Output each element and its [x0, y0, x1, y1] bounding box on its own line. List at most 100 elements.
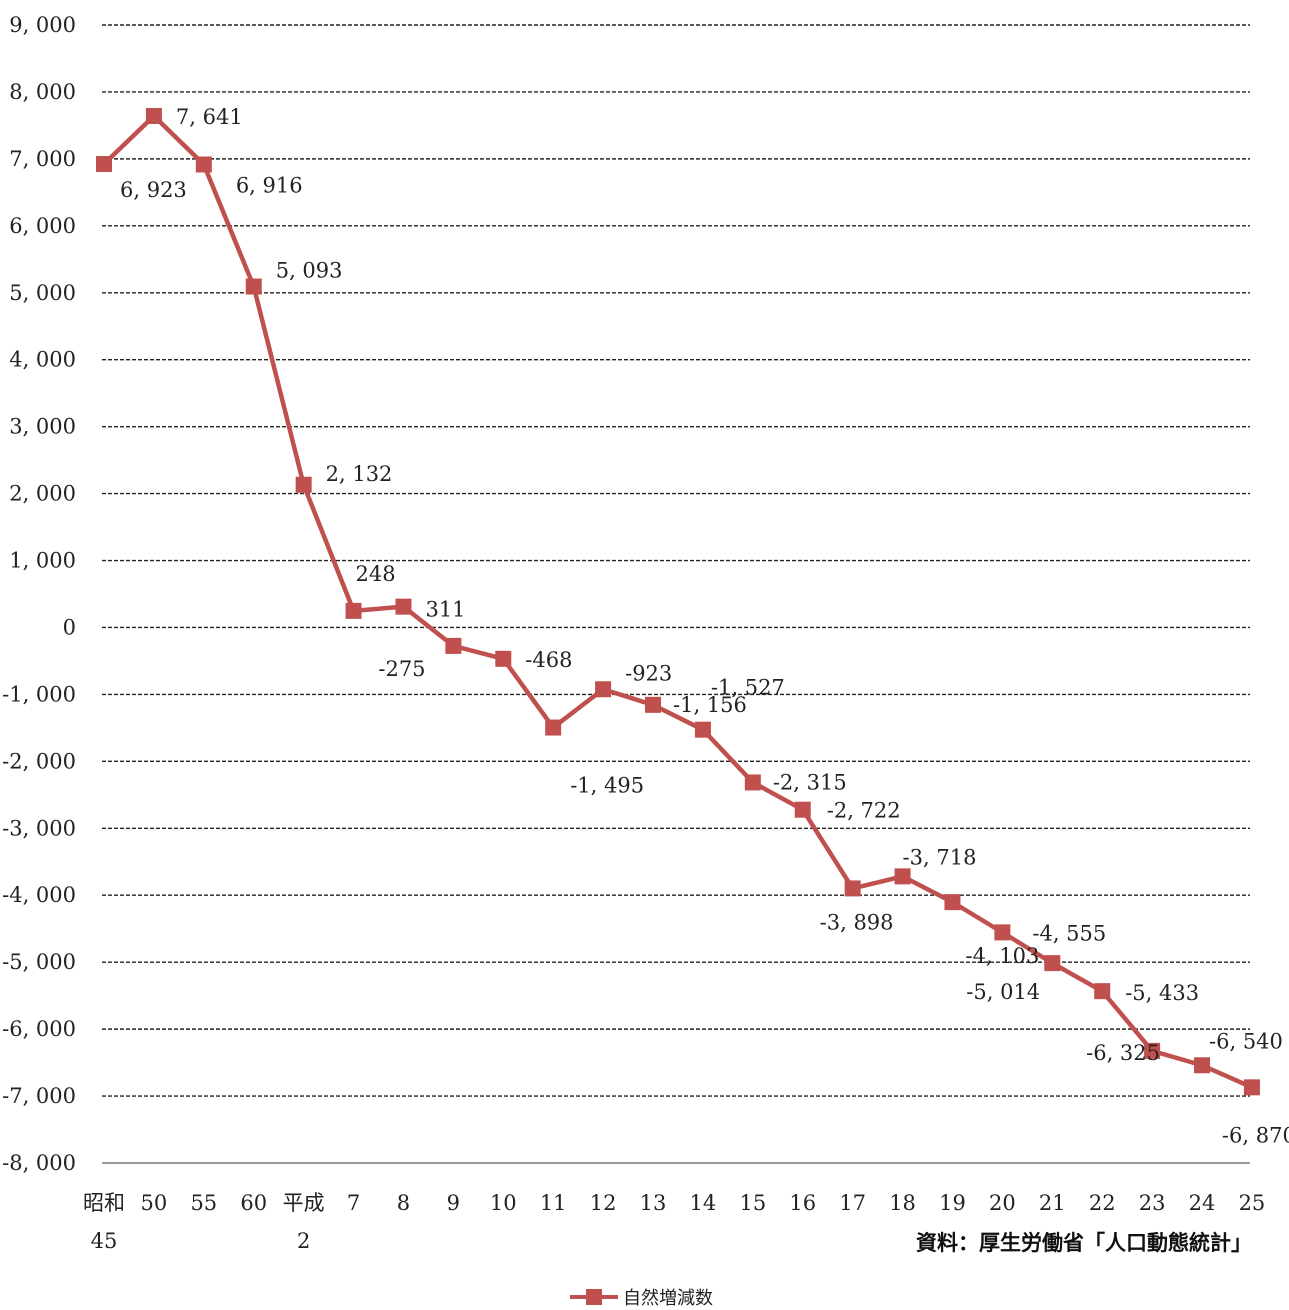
- x-tick-label: 21: [1039, 1191, 1066, 1215]
- x-tick-label: 45: [91, 1229, 118, 1253]
- y-tick-label: -2, 000: [2, 749, 76, 773]
- x-tick-label: 9: [447, 1191, 460, 1215]
- y-tick-label: -1, 000: [2, 682, 76, 706]
- y-tick-label: 2, 000: [9, 482, 76, 506]
- x-tick-label: 10: [490, 1191, 517, 1215]
- data-label: -1, 156: [673, 693, 747, 717]
- x-tick-label: 24: [1189, 1191, 1216, 1215]
- data-label: 6, 916: [236, 174, 303, 198]
- data-label: 7, 641: [176, 105, 243, 129]
- data-label: -2, 722: [827, 799, 901, 823]
- x-tick-label: 17: [839, 1191, 866, 1215]
- y-tick-label: -7, 000: [2, 1084, 76, 1108]
- x-tick-label: 7: [347, 1191, 360, 1215]
- data-label: 2, 132: [326, 462, 393, 486]
- data-label: -2, 315: [773, 770, 847, 794]
- x-tick-label: 60: [240, 1191, 267, 1215]
- x-tick-label: 13: [640, 1191, 667, 1215]
- data-point-marker: [195, 156, 212, 173]
- data-point-marker: [844, 880, 861, 897]
- data-label: 5, 093: [276, 259, 343, 283]
- data-point-marker: [1243, 1079, 1260, 1096]
- x-tick-label: 14: [690, 1191, 717, 1215]
- data-point-marker: [545, 719, 562, 736]
- y-tick-label: 6, 000: [9, 214, 76, 238]
- y-tick-label: 3, 000: [9, 415, 76, 439]
- x-tick-label: 平成: [283, 1191, 325, 1215]
- y-tick-label: -8, 000: [2, 1151, 76, 1175]
- data-point-marker: [595, 681, 612, 698]
- x-tick-label: 19: [939, 1191, 966, 1215]
- y-tick-label: 1, 000: [9, 549, 76, 573]
- source-note: 資料：厚生労働省「人口動態統計」: [916, 1231, 1252, 1255]
- data-point-marker: [1144, 1042, 1161, 1059]
- x-tick-label: 16: [789, 1191, 816, 1215]
- data-label: -6, 540: [1209, 1029, 1283, 1053]
- data-point-marker: [295, 476, 312, 493]
- data-label: 248: [356, 562, 396, 586]
- data-point-marker: [894, 868, 911, 885]
- data-label: -5, 014: [966, 980, 1040, 1004]
- x-tick-label: 50: [141, 1191, 168, 1215]
- legend-marker-swatch: [586, 1289, 602, 1305]
- y-tick-label: -6, 000: [2, 1017, 76, 1041]
- data-point-marker: [794, 801, 811, 818]
- data-label: 311: [425, 598, 465, 622]
- x-tick-label: 20: [989, 1191, 1016, 1215]
- x-tick-label: 2: [297, 1229, 310, 1253]
- y-tick-label: 5, 000: [9, 281, 76, 305]
- x-tick-label: 23: [1139, 1191, 1166, 1215]
- data-point-marker: [994, 924, 1011, 941]
- data-point-marker: [944, 894, 961, 911]
- data-label: -4, 555: [1032, 921, 1106, 945]
- x-tick-label: 25: [1239, 1191, 1266, 1215]
- data-labels: 6, 923 7, 641 6, 916 5, 093 2, 132 248 311 -275…: [120, 105, 1289, 1147]
- y-axis: 9, 000 8, 000 7, 000 6, 000 5, 000 4, 000 3, 0…: [2, 13, 76, 1175]
- data-label: -923: [625, 661, 672, 685]
- data-label: -275: [378, 657, 425, 681]
- x-tick-label: 昭和: [83, 1191, 125, 1215]
- data-point-marker: [245, 278, 262, 295]
- data-label: -4, 103: [965, 944, 1039, 968]
- y-tick-label: 0: [63, 615, 76, 639]
- data-point-marker: [345, 602, 362, 619]
- data-point-marker: [694, 721, 711, 738]
- data-point-marker: [495, 650, 512, 667]
- series-line: [102, 113, 1253, 1090]
- data-point-marker: [1044, 955, 1061, 972]
- y-tick-label: 9, 000: [9, 13, 76, 37]
- x-tick-label: 18: [889, 1191, 916, 1215]
- y-tick-label: 4, 000: [9, 348, 76, 372]
- data-point-marker: [445, 637, 462, 654]
- x-axis: 昭和 45 50 55 60 平成 2 7 8 9 10 11 12 13 14 15 16 17 18 19 20 21…: [83, 1162, 1266, 1253]
- series-natural-change: [96, 107, 1260, 1096]
- data-point-marker: [395, 598, 412, 615]
- data-label: -6, 325: [1086, 1041, 1160, 1065]
- x-tick-label: 8: [397, 1191, 410, 1215]
- data-label: 6, 923: [120, 178, 187, 202]
- x-tick-label: 15: [739, 1191, 766, 1215]
- y-tick-label: -5, 000: [2, 950, 76, 974]
- data-label: -468: [525, 648, 572, 672]
- data-label: -3, 898: [820, 910, 894, 934]
- y-tick-label: -4, 000: [2, 883, 76, 907]
- data-point-marker: [645, 696, 662, 713]
- x-tick-label: 22: [1089, 1191, 1116, 1215]
- x-tick-label: 11: [540, 1191, 567, 1215]
- data-label: -1, 495: [570, 774, 644, 798]
- data-label: -5, 433: [1125, 981, 1199, 1005]
- legend-label: 自然増減数: [623, 1288, 713, 1309]
- data-point-marker: [1194, 1057, 1211, 1074]
- y-tick-label: 7, 000: [9, 147, 76, 171]
- data-label: -3, 718: [903, 845, 977, 869]
- data-point-marker: [145, 107, 162, 124]
- data-label: -6, 870: [1222, 1123, 1289, 1147]
- data-label: -1, 527: [711, 676, 785, 700]
- legend: 自然増減数: [570, 1288, 713, 1309]
- x-tick-label: 55: [190, 1191, 217, 1215]
- x-tick-label: 12: [590, 1191, 617, 1215]
- data-point-marker: [1094, 983, 1111, 1000]
- data-point-marker: [744, 774, 761, 791]
- y-tick-label: -3, 000: [2, 816, 76, 840]
